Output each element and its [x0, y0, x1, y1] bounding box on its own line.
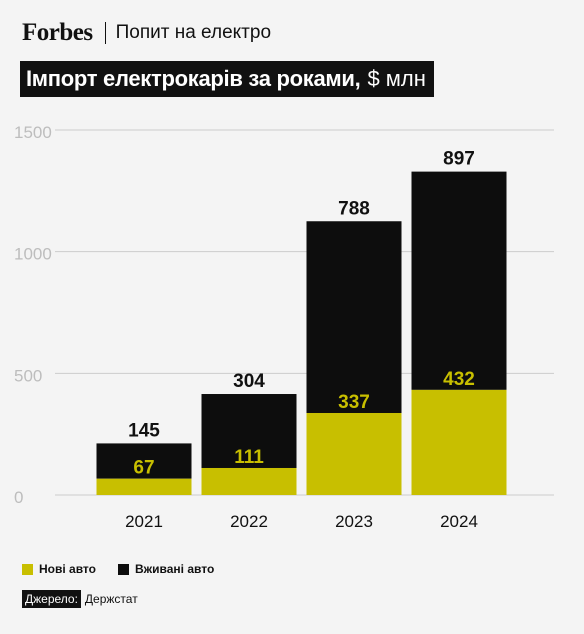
legend-item-new: Нові авто	[22, 562, 96, 576]
section-title: Попит на електро	[115, 22, 272, 43]
legend: Нові авто Вживані авто	[22, 562, 236, 576]
source-line: Джерело: Держстат	[22, 590, 138, 608]
x-tick-label: 2022	[230, 512, 268, 531]
bar-new	[96, 478, 192, 495]
data-label-used: 145	[128, 420, 160, 441]
data-label-new: 432	[443, 369, 475, 390]
legend-swatch-new	[22, 563, 33, 575]
data-label-used: 788	[338, 198, 370, 219]
data-label-new: 337	[338, 392, 370, 413]
x-tick-label: 2023	[335, 512, 373, 531]
source-value: Держстат	[84, 592, 138, 606]
stacked-bar-chart: 0 500 1000 1500 145 67 2021 304 111 2022 788 337 202…	[14, 123, 554, 531]
data-label-used: 304	[233, 371, 265, 392]
chart-title-unit: $ млн	[367, 66, 426, 91]
bar-used	[96, 443, 192, 479]
legend-label-new: Нові авто	[39, 562, 96, 576]
bar-used	[411, 171, 507, 390]
x-tick-label: 2021	[125, 512, 163, 531]
bar-used	[306, 221, 402, 413]
legend-label-used: Вживані авто	[134, 562, 215, 576]
bar-used	[201, 394, 297, 468]
y-tick-label: 1500	[14, 123, 52, 142]
legend-item-used: Вживані авто	[117, 562, 215, 576]
y-tick-label: 0	[14, 488, 23, 507]
data-label-new: 67	[133, 458, 154, 479]
data-label-used: 897	[443, 149, 475, 170]
brand-logo: Forbes	[22, 19, 93, 46]
y-tick-label: 1000	[14, 245, 52, 264]
x-tick-label: 2024	[440, 512, 478, 531]
bar-new	[411, 389, 507, 495]
header-divider	[104, 22, 106, 44]
data-label-new: 111	[234, 447, 264, 468]
chart-title: Імпорт електрокарів за роками, $ млн	[20, 61, 434, 97]
chart-title-main: Імпорт електрокарів за роками,	[26, 66, 361, 91]
legend-swatch-used	[117, 563, 129, 575]
source-label: Джерело:	[22, 590, 81, 608]
bar-new	[306, 412, 402, 495]
y-tick-label: 500	[14, 366, 42, 385]
header: Forbes Попит на електро	[22, 18, 271, 48]
bar-new	[201, 467, 297, 495]
